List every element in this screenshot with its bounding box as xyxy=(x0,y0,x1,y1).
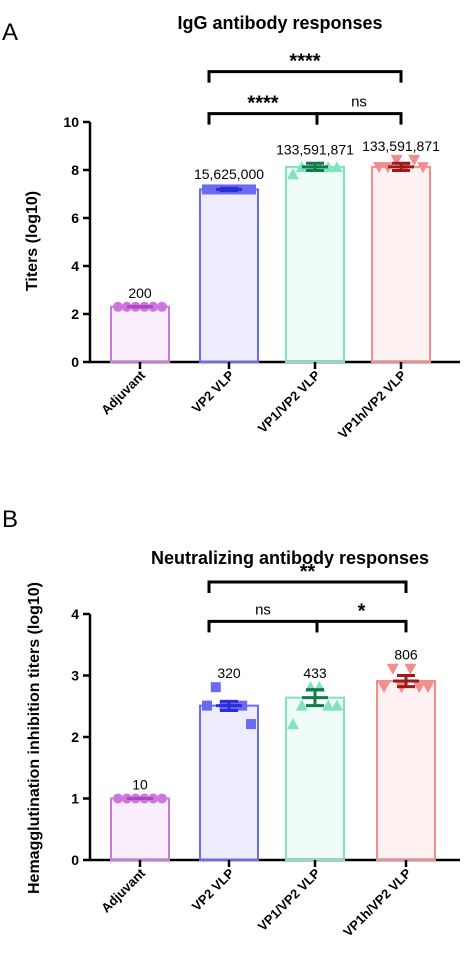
panel-b-y-tick-label: 1 xyxy=(71,791,79,807)
panel-a-data-point xyxy=(113,301,123,312)
panel-b-data-label: 320 xyxy=(217,665,241,681)
panel-b-data-point xyxy=(246,719,256,730)
panel-a-y-axis-title: Titers (log10) xyxy=(24,191,41,291)
panel-b-data-point xyxy=(386,663,399,675)
panel-a-bar xyxy=(199,188,259,363)
panel-a-data-label: 200 xyxy=(128,285,152,301)
panel-b-data-point xyxy=(378,682,390,694)
panel-a-significance-label: **** xyxy=(289,51,320,73)
panel-a-title: IgG antibody responses xyxy=(177,13,382,33)
panel-a-data-point xyxy=(373,162,385,174)
panel-a-data-point xyxy=(237,184,248,195)
panel-b-bar xyxy=(376,680,436,861)
panel-a-significance-bracket xyxy=(207,112,319,125)
panel-a-category-label: VP1h/VP2 VLP xyxy=(335,367,409,441)
panel-a-y-tick-label: 0 xyxy=(71,354,79,370)
panel-a-significance-bracket xyxy=(207,70,403,83)
panel-b-data-label: 10 xyxy=(132,777,148,793)
panel-b-data-point xyxy=(322,699,335,711)
panel-a-significance-bracket xyxy=(315,112,403,125)
panel-a-data-point xyxy=(287,168,299,180)
panel-b-significance-label: ** xyxy=(300,561,316,583)
panel-b-data-point xyxy=(331,699,343,711)
panel-a-y-tick-label: 8 xyxy=(71,162,79,178)
panel-b-data-point xyxy=(295,699,308,711)
panel-a-y-tick-label: 4 xyxy=(71,258,79,274)
panel-b-bar xyxy=(110,797,170,861)
panel-a: A IgG antibody responses Titers (log10) … xyxy=(2,13,460,441)
panel-a-data-label: 133,591,871 xyxy=(276,141,354,157)
panel-a-data-point xyxy=(295,161,308,173)
panel-b-data-point xyxy=(157,793,167,804)
panel-b-category-label: Adjuvant xyxy=(98,865,148,915)
panel-a-category-label: VP2 VLP xyxy=(189,367,238,416)
panel-b-category-label: VP1h/VP2 VLP xyxy=(340,865,414,939)
panel-b-y-tick-label: 2 xyxy=(71,729,79,745)
panel-b-significance-bracket xyxy=(315,619,408,633)
panel-a-data-point xyxy=(246,184,256,195)
panel-a-data-point xyxy=(148,301,159,312)
panel-a-data-point xyxy=(381,162,394,174)
panel-b-y-axis-title: Hemagglutination inhibition titers (log1… xyxy=(26,582,43,894)
panel-b-data-point xyxy=(210,682,221,693)
panel-b-y-tick-label: 4 xyxy=(71,606,79,622)
panel-a-data-point xyxy=(157,301,167,312)
panel-b-significance-bracket xyxy=(207,580,408,594)
panel-b: B Neutralizing antibody responses Hemagg… xyxy=(2,506,460,939)
panel-a-letter: A xyxy=(2,19,18,46)
panel-a-data-point xyxy=(202,184,212,195)
panel-a-data-point xyxy=(210,184,221,195)
panel-a-y-tick-label: 10 xyxy=(63,114,79,130)
panel-b-data-point xyxy=(413,682,426,694)
panel-b-data-point xyxy=(148,793,159,804)
panel-b-y-tick-label: 0 xyxy=(71,852,79,868)
panel-b-data-point xyxy=(422,682,434,694)
panel-a-significance-label: **** xyxy=(247,93,278,115)
panel-b-significance-label: ns xyxy=(255,601,271,618)
panel-a-data-point xyxy=(331,161,343,173)
panel-a-significance-label: ns xyxy=(351,94,367,111)
panel-b-data-point xyxy=(121,793,132,804)
panel-a-category-label: Adjuvant xyxy=(98,367,148,417)
panel-a-data-point xyxy=(417,162,429,174)
panel-a-data-point xyxy=(322,161,335,173)
panel-a-bar xyxy=(371,165,431,363)
panel-b-data-point xyxy=(202,700,212,711)
panel-a-data-point xyxy=(121,301,132,312)
panel-a-data-point xyxy=(408,154,421,166)
panel-a-data-label: 133,591,871 xyxy=(362,138,440,154)
panel-a-bar xyxy=(285,165,345,363)
panel-a-bar xyxy=(110,305,170,363)
panel-a-data-label: 15,625,000 xyxy=(194,166,264,182)
panel-b-data-label: 433 xyxy=(303,665,327,681)
panel-b-bar xyxy=(199,704,259,862)
panel-b-significance-bracket xyxy=(207,619,319,633)
panel-b-data-point xyxy=(113,793,123,804)
panel-b-data-point xyxy=(237,700,248,711)
panel-b-significance-label: * xyxy=(358,600,366,622)
panel-b-title: Neutralizing antibody responses xyxy=(151,548,429,568)
panel-a-data-point xyxy=(390,154,403,166)
panel-b-data-label: 806 xyxy=(394,647,418,663)
panel-b-data-point xyxy=(287,718,299,730)
panel-b-category-label: VP1/VP2 VLP xyxy=(255,865,324,934)
panel-b-letter: B xyxy=(2,506,18,533)
panel-b-data-point xyxy=(404,663,417,675)
panel-a-y-tick-label: 6 xyxy=(71,210,79,226)
panel-b-category-label: VP2 VLP xyxy=(189,865,238,914)
panel-a-category-label: VP1/VP2 VLP xyxy=(255,367,324,436)
panel-b-y-tick-label: 3 xyxy=(71,668,79,684)
panel-a-y-tick-label: 2 xyxy=(71,306,79,322)
